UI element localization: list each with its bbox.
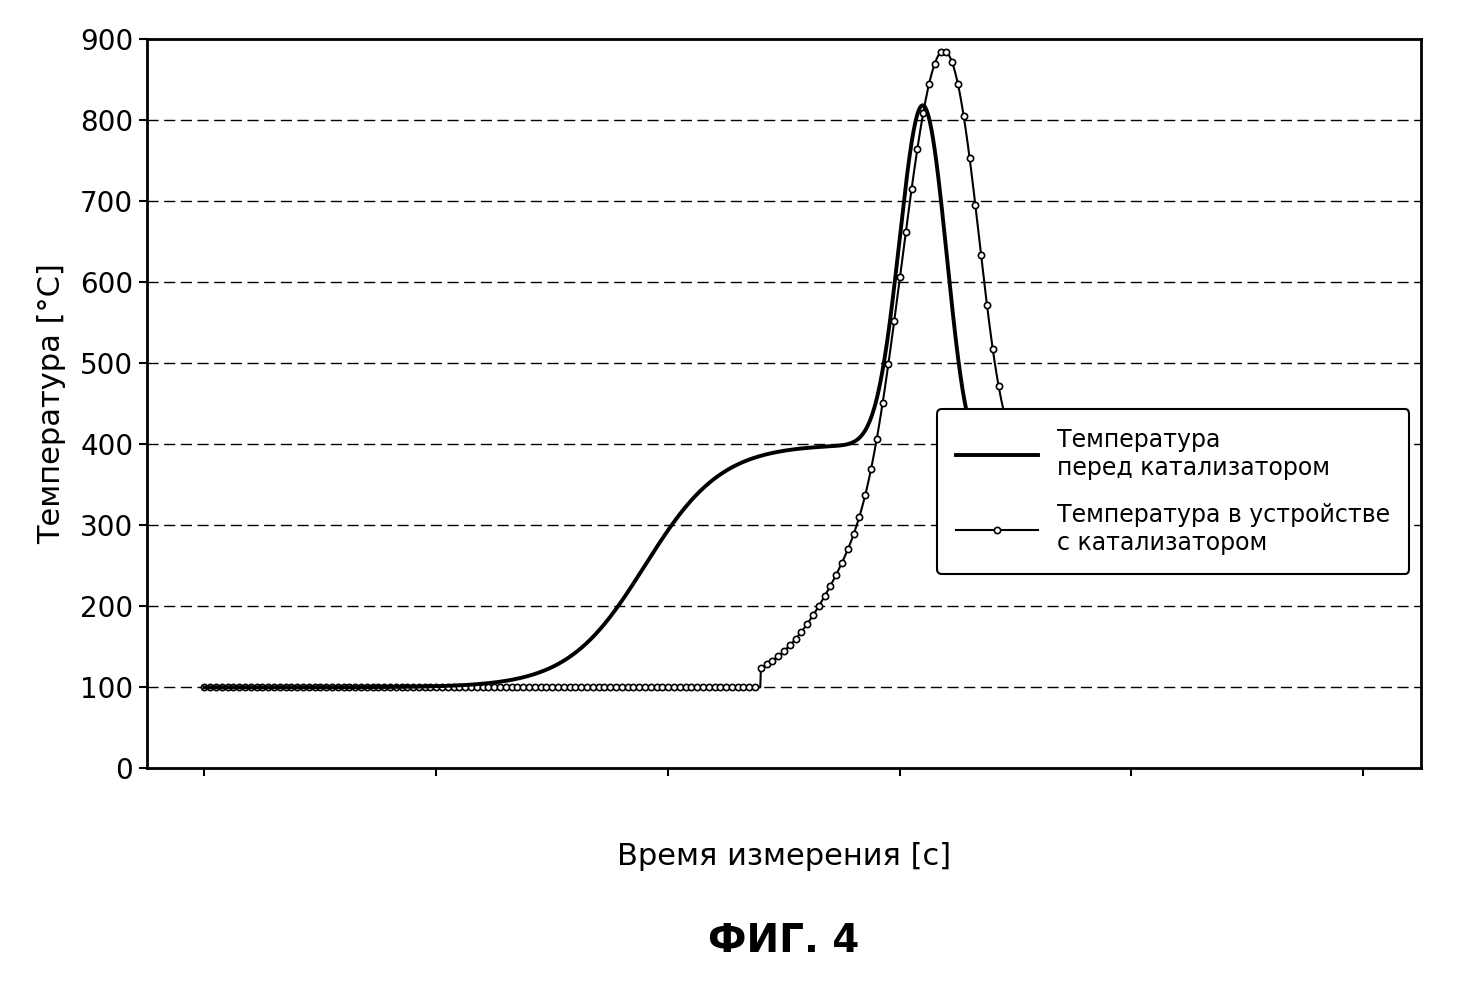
Text: Время измерения [с]: Время измерения [с] — [617, 842, 951, 872]
Legend: Температура
перед катализатором, Температура в устройстве
с катализатором: Температура перед катализатором, Темпера… — [936, 409, 1409, 574]
Y-axis label: Температура [°C]: Температура [°C] — [37, 263, 66, 545]
Text: ФИГ. 4: ФИГ. 4 — [708, 922, 860, 959]
